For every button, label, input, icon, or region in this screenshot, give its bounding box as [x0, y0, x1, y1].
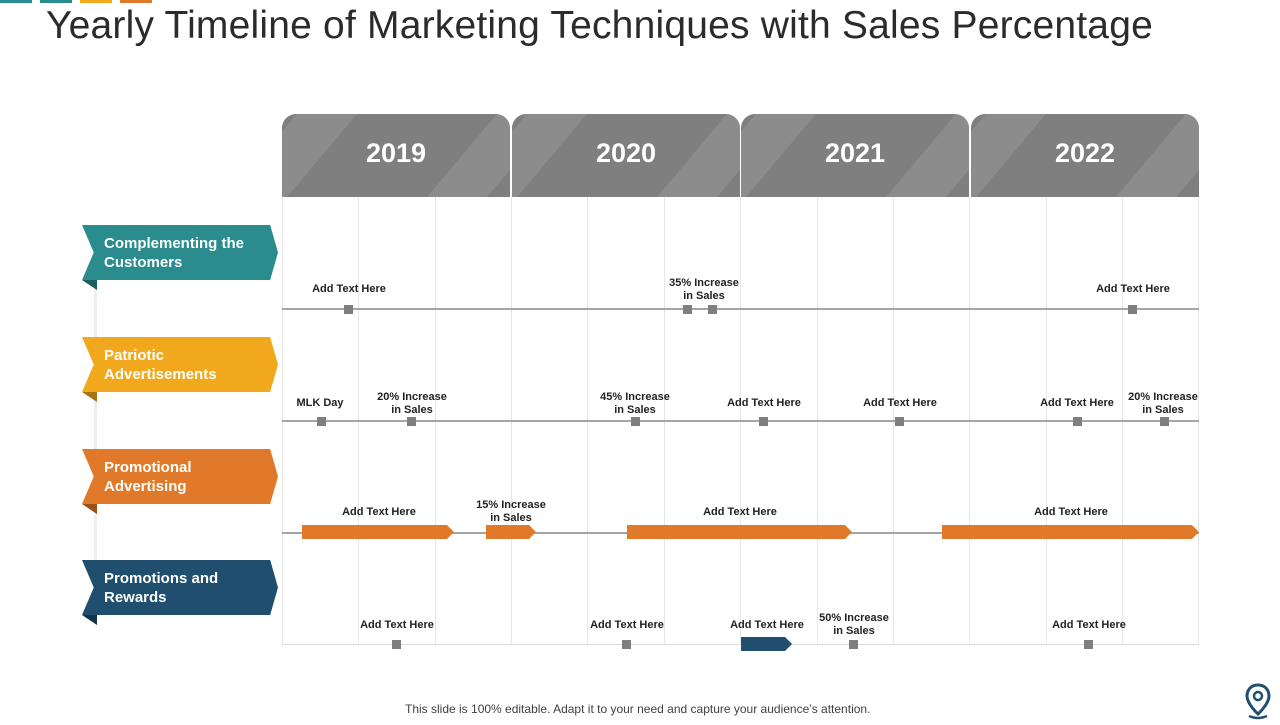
row-label-promotional: Promotional Advertising [82, 449, 278, 504]
milestone-marker [895, 417, 904, 426]
year-label: 2021 [824, 138, 886, 168]
milestone-label: Add Text Here [1034, 506, 1108, 518]
milestone-label: MLK Day [296, 397, 344, 409]
milestone-label: Add Text Here [1040, 397, 1114, 409]
duration-bar [302, 525, 454, 539]
year-label: 2020 [595, 138, 657, 168]
year-label: 2019 [365, 138, 427, 168]
row-label-complementing: Complementing the Customers [82, 225, 278, 280]
grid-bottom-line [282, 644, 1199, 645]
milestone-marker [392, 640, 401, 649]
milestone-marker [849, 640, 858, 649]
milestone-label: Add Text Here [1096, 283, 1170, 295]
page-title: Yearly Timeline of Marketing Techniques … [46, 4, 1153, 47]
accent-bar-2 [40, 0, 72, 3]
duration-bar [942, 525, 1199, 539]
accent-bar-3 [80, 0, 112, 3]
year-header-2021: 2021 [741, 114, 969, 197]
milestone-marker [759, 417, 768, 426]
milestone-marker [683, 305, 692, 314]
milestone-label: Add Text Here [590, 619, 664, 631]
milestone-marker [407, 417, 416, 426]
milestone-label: 45% Increase in Sales [600, 391, 670, 416]
milestone-label: Add Text Here [863, 397, 937, 409]
duration-bar [627, 525, 852, 539]
year-header-2019: 2019 [282, 114, 510, 197]
milestone-label: Add Text Here [1052, 619, 1126, 631]
milestone-marker [1128, 305, 1137, 314]
row-label-text: Patriotic Advertisements [104, 347, 217, 383]
milestone-marker [622, 640, 631, 649]
milestone-marker [1073, 417, 1082, 426]
year-label: 2022 [1054, 138, 1116, 168]
milestone-marker [317, 417, 326, 426]
milestone-label: Add Text Here [727, 397, 801, 409]
milestone-label: 35% Increase in Sales [669, 277, 739, 302]
location-pin-icon [1244, 683, 1272, 725]
milestone-label: 20% Increase in Sales [377, 391, 447, 416]
footer-note: This slide is 100% editable. Adapt it to… [405, 702, 871, 716]
milestone-label: Add Text Here [312, 283, 386, 295]
milestone-marker [1160, 417, 1169, 426]
row-label-promotions-rewards: Promotions and Rewards [82, 560, 278, 615]
milestone-label: Add Text Here [730, 619, 804, 631]
milestone-label: Add Text Here [360, 619, 434, 631]
milestone-marker [344, 305, 353, 314]
milestone-marker [631, 417, 640, 426]
row-label-text: Promotions and Rewards [104, 570, 219, 606]
row-label-text: Complementing the Customers [104, 235, 245, 271]
row-label-text: Promotional Advertising [104, 459, 192, 495]
flag-fold [82, 280, 97, 290]
row-label-patriotic: Patriotic Advertisements [82, 337, 278, 392]
accent-bar-4 [120, 0, 152, 3]
milestone-marker [1084, 640, 1093, 649]
milestone-label: 15% Increase in Sales [476, 499, 546, 524]
row-1-timeline [282, 308, 1199, 310]
flag-fold [82, 615, 97, 625]
flag-spine [94, 280, 97, 616]
milestone-marker [708, 305, 717, 314]
milestone-label: 20% Increase in Sales [1128, 391, 1198, 416]
year-header-2020: 2020 [512, 114, 740, 197]
duration-bar [486, 525, 536, 539]
accent-bar-1 [0, 0, 32, 3]
milestone-label: 50% Increase in Sales [819, 612, 889, 637]
milestone-label: Add Text Here [342, 506, 416, 518]
flag-fold [82, 392, 97, 402]
flag-fold [82, 504, 97, 514]
milestone-label: Add Text Here [703, 506, 777, 518]
row-2-timeline [282, 420, 1199, 422]
duration-bar [741, 637, 792, 651]
year-header-2022: 2022 [971, 114, 1199, 197]
